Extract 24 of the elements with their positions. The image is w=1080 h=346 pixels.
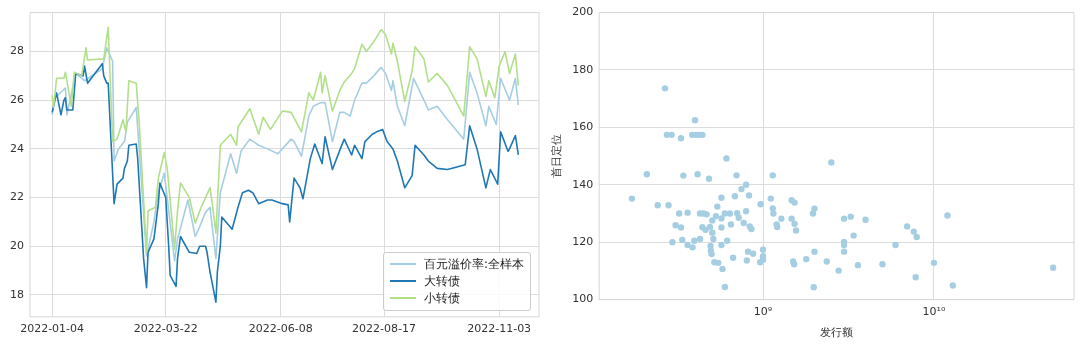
y-tick-label: 180: [572, 62, 594, 76]
x-tick-label: 2022-03-22: [133, 322, 198, 336]
y-tick-label: 120: [572, 235, 594, 249]
y-tick-label: 26: [10, 93, 24, 107]
legend-label: 小转债: [423, 289, 460, 307]
x-tick-label: 2022-01-04: [20, 322, 85, 336]
y-tick-label: 28: [10, 44, 24, 58]
y-tick-label: 140: [572, 177, 594, 191]
y-axis-title: 首日定位: [550, 134, 564, 179]
y-tick-label: 18: [10, 287, 24, 301]
y-tick-label: 22: [10, 190, 24, 204]
y-tick-label: 20: [10, 239, 24, 253]
x-tick-label: 10⁹: [753, 305, 773, 319]
x-tick-label: 10¹⁰: [922, 305, 946, 319]
legend-label: 大转债: [423, 272, 460, 290]
y-tick-label: 160: [572, 120, 594, 134]
y-tick-label: 200: [572, 5, 594, 19]
x-tick-label: 2022-06-08: [248, 322, 313, 336]
x-tick-label: 2022-11-03: [467, 322, 532, 336]
legend-label: 百元溢价率:全样本: [423, 255, 524, 273]
x-axis-title: 发行额: [820, 326, 854, 340]
x-tick-label: 2022-08-17: [352, 322, 417, 336]
y-tick-label: 100: [572, 292, 594, 306]
y-tick-label: 24: [10, 141, 24, 155]
